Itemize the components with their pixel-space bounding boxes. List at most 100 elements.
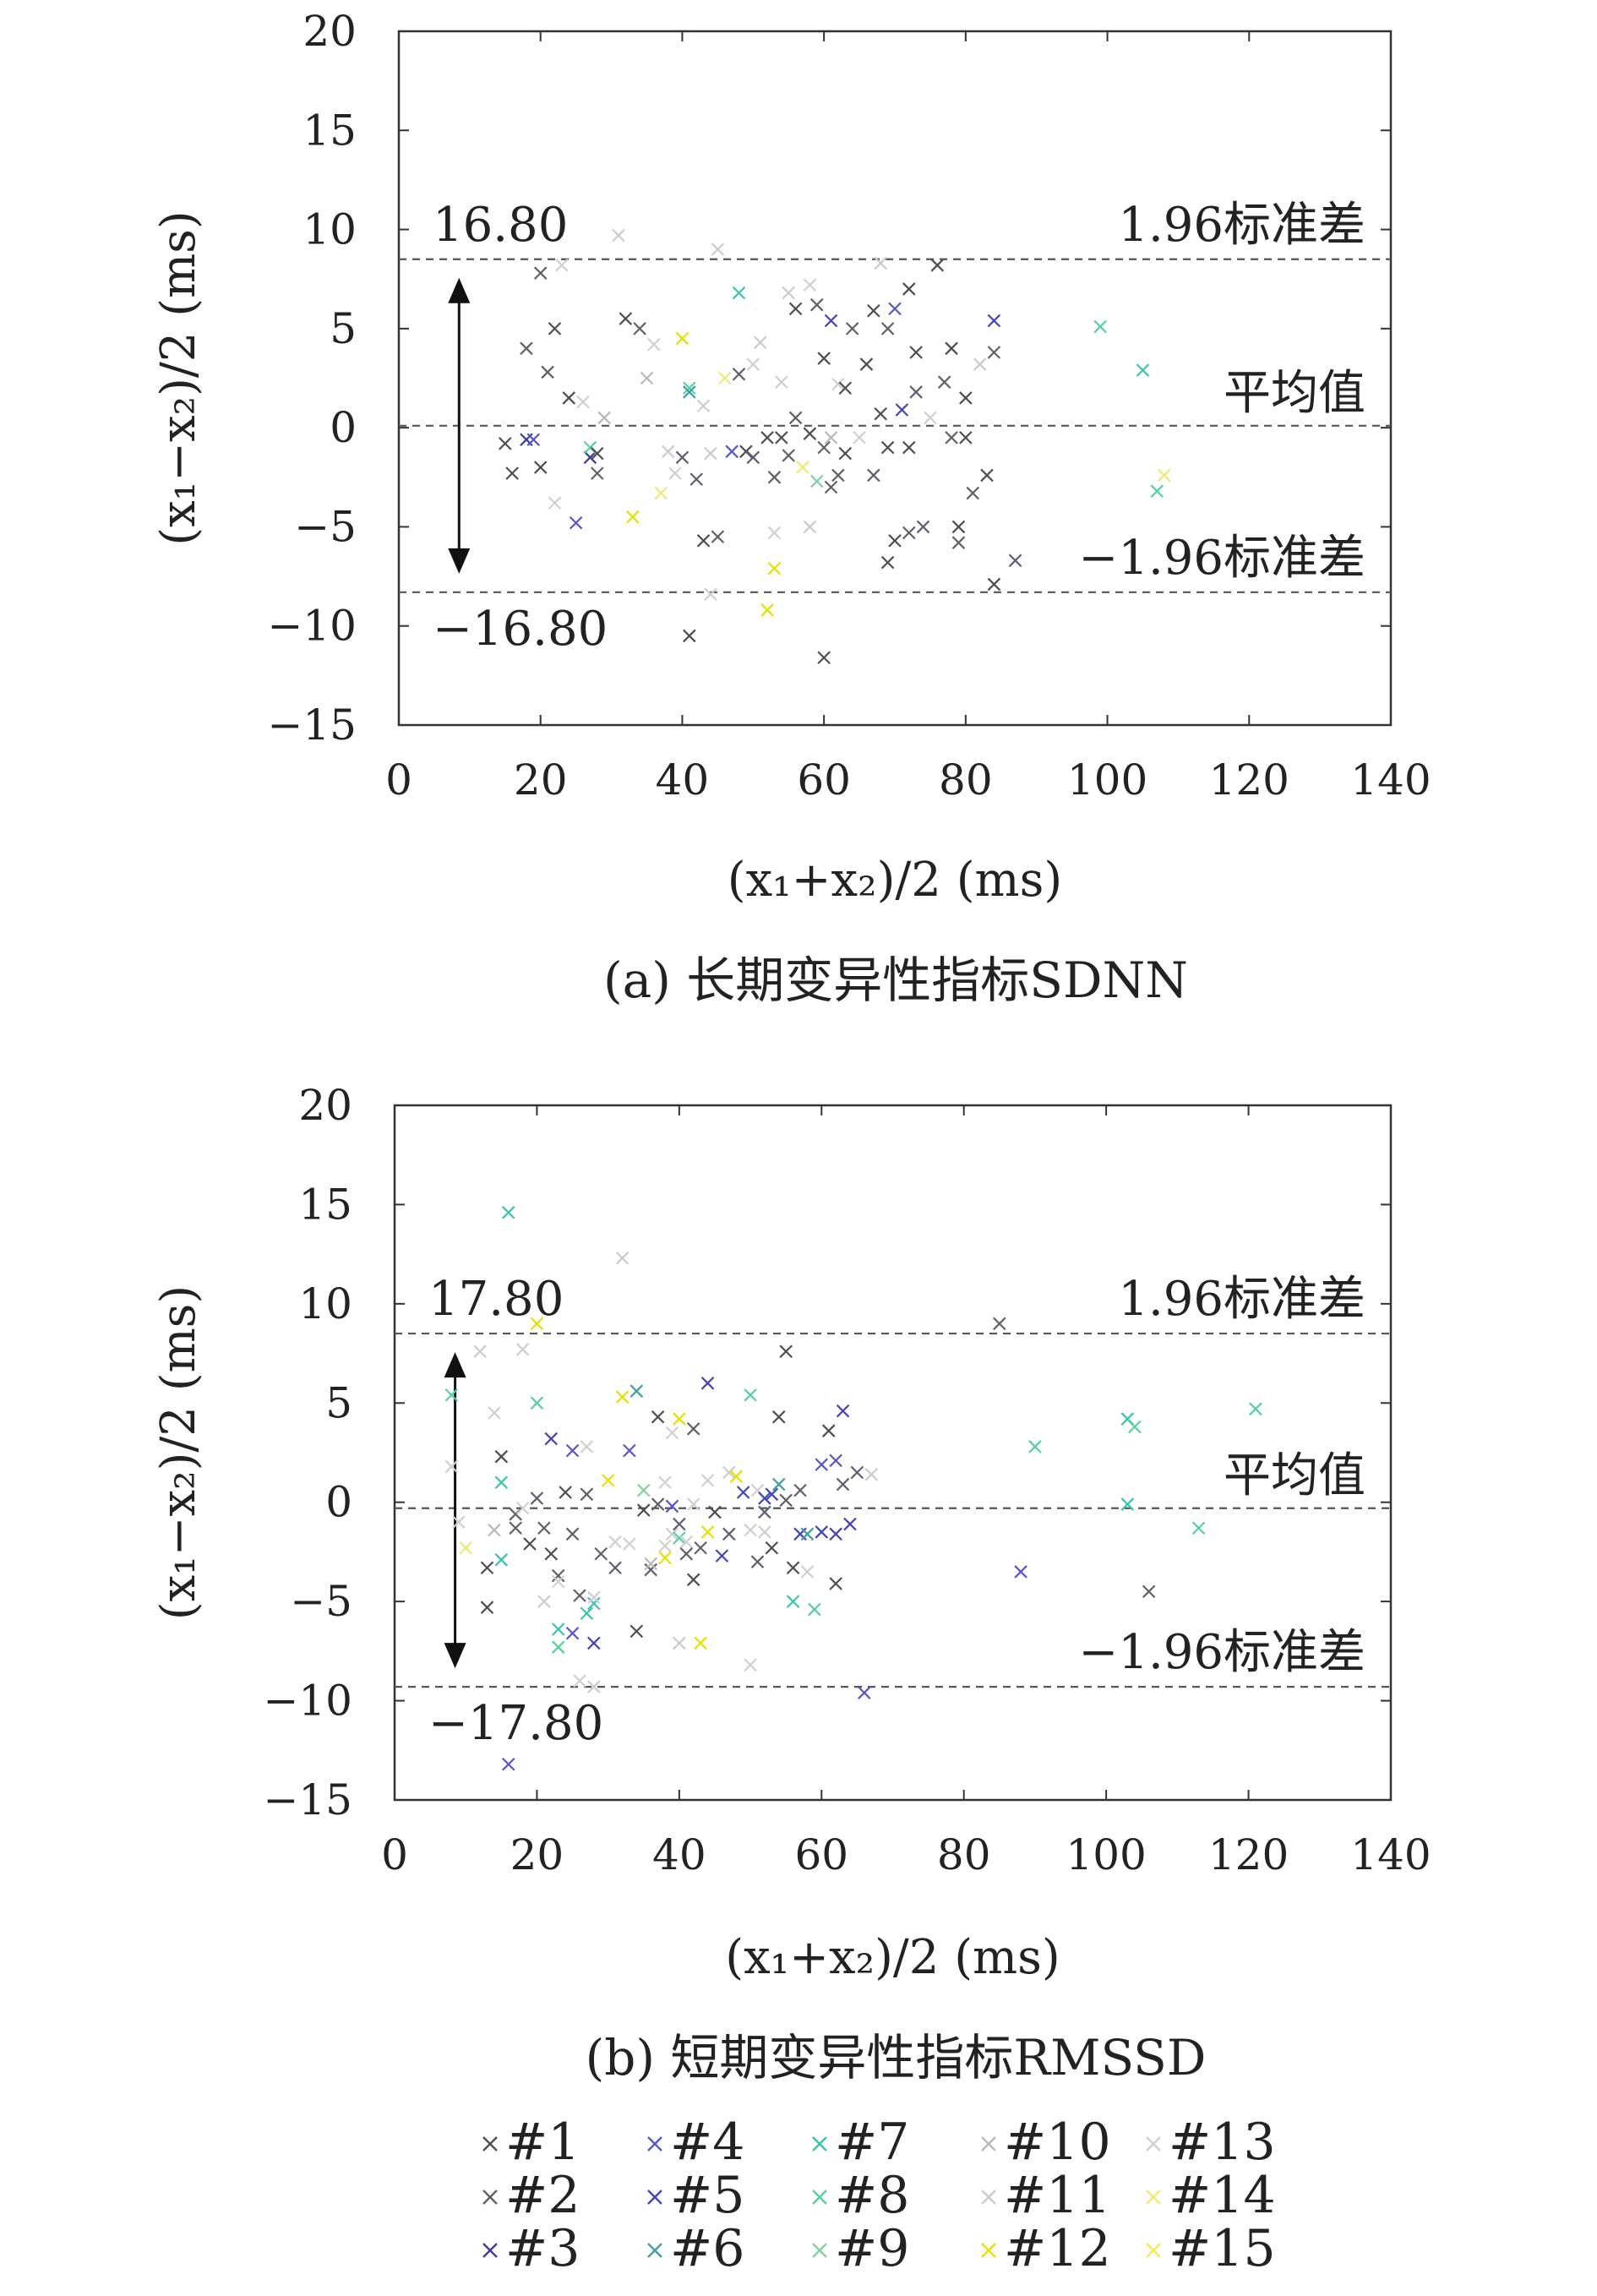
legend-label: #2	[505, 2166, 580, 2225]
range-arrow	[444, 1352, 466, 1669]
data-point	[444, 1388, 459, 1402]
legend-label: #9	[835, 2219, 909, 2278]
data-point	[696, 399, 711, 413]
data-point	[829, 1453, 842, 1468]
data-point	[494, 1553, 509, 1567]
legend-label: #7	[835, 2113, 909, 2172]
data-point	[644, 1562, 657, 1577]
data-point	[530, 1396, 544, 1410]
data-point	[658, 1539, 672, 1553]
x-tick-label: 80	[937, 1830, 991, 1879]
mean-line-label: 平均值	[1224, 1448, 1365, 1503]
data-point	[824, 431, 838, 444]
data-point	[732, 368, 746, 381]
panel-caption: (b) 短期变异性指标RMSSD	[586, 2029, 1207, 2086]
legend-label: #8	[835, 2166, 909, 2225]
data-point	[838, 381, 853, 395]
data-point	[700, 1474, 715, 1487]
data-point	[715, 1549, 729, 1562]
data-point	[831, 468, 845, 483]
data-point	[591, 466, 604, 480]
data-point	[916, 520, 930, 534]
legend-marker	[647, 2190, 662, 2205]
x-tick-label: 20	[510, 1830, 564, 1879]
data-point	[838, 446, 853, 461]
data-point	[673, 1412, 686, 1426]
data-point	[909, 385, 923, 399]
legend-item: #3	[482, 2219, 580, 2278]
legend: #1#2#3 #4#5#6 #7#8#9 #10#11#12 #13#14#15	[482, 2113, 1276, 2278]
y-tick-label: 20	[298, 1081, 352, 1130]
data-point	[565, 1626, 580, 1640]
data-point	[902, 526, 916, 540]
data-point	[775, 431, 788, 444]
data-point	[843, 1517, 857, 1531]
plot-frame	[397, 30, 1393, 727]
data-point	[888, 302, 902, 316]
data-point	[533, 266, 548, 280]
data-point	[815, 1525, 829, 1539]
data-point	[551, 1622, 565, 1636]
data-point	[744, 1523, 757, 1537]
data-point	[859, 357, 874, 371]
x-tick-label: 80	[939, 755, 993, 804]
data-point	[630, 1384, 644, 1398]
data-point	[767, 561, 782, 575]
data-point	[809, 474, 824, 488]
data-point	[665, 1499, 679, 1513]
legend-item: #9	[812, 2219, 909, 2278]
x-tick-label: 120	[1209, 755, 1289, 804]
x-tick-label: 40	[656, 755, 710, 804]
y-tick-label: 0	[325, 1478, 352, 1527]
y-tick-label: 10	[303, 205, 357, 254]
data-point	[683, 385, 696, 399]
data-point	[788, 302, 803, 316]
data-point	[694, 1636, 707, 1650]
data-point	[488, 1523, 501, 1537]
legend-marker	[812, 2243, 827, 2258]
data-point	[551, 1574, 565, 1589]
x-tick-label: 120	[1208, 1830, 1289, 1879]
legend-marker	[482, 2190, 498, 2205]
data-point	[444, 1459, 459, 1474]
data-point	[767, 526, 782, 540]
data-point	[480, 1601, 494, 1614]
y-tick-label: 15	[303, 106, 357, 155]
data-point	[779, 1344, 793, 1359]
plot-frame	[393, 1104, 1393, 1802]
data-point	[683, 629, 696, 643]
data-point	[722, 1527, 736, 1541]
data-point	[829, 1527, 842, 1541]
legend-label: #3	[505, 2219, 580, 2278]
data-point	[1120, 1497, 1135, 1511]
data-point	[608, 1535, 622, 1549]
legend-marker	[482, 2136, 498, 2151]
legend-label: #10	[1004, 2113, 1111, 2172]
data-point	[597, 411, 611, 425]
y-tick-label: 5	[330, 304, 357, 353]
data-point	[803, 278, 817, 292]
data-point	[836, 1404, 850, 1418]
data-point	[993, 1317, 1006, 1331]
data-point	[758, 1525, 771, 1539]
data-point	[683, 381, 696, 395]
range-top-label: 17.80	[428, 1272, 564, 1327]
legend-item: #5	[647, 2166, 744, 2225]
y-tick-label: −10	[267, 602, 357, 651]
data-point	[530, 1317, 544, 1331]
legend-marker	[981, 2136, 996, 2151]
legend-item: #12	[981, 2219, 1111, 2278]
data-point	[562, 391, 576, 405]
legend-marker	[812, 2136, 827, 2151]
range-bottom-label: −17.80	[428, 1696, 603, 1751]
data-point	[668, 466, 682, 480]
y-tick-label: 20	[303, 7, 357, 56]
data-point	[708, 1505, 722, 1519]
data-point	[576, 395, 590, 409]
data-point	[758, 1492, 771, 1505]
data-point	[559, 1486, 572, 1499]
data-point	[501, 1206, 515, 1219]
data-point	[515, 1501, 530, 1515]
legend-item: #4	[647, 2113, 744, 2172]
